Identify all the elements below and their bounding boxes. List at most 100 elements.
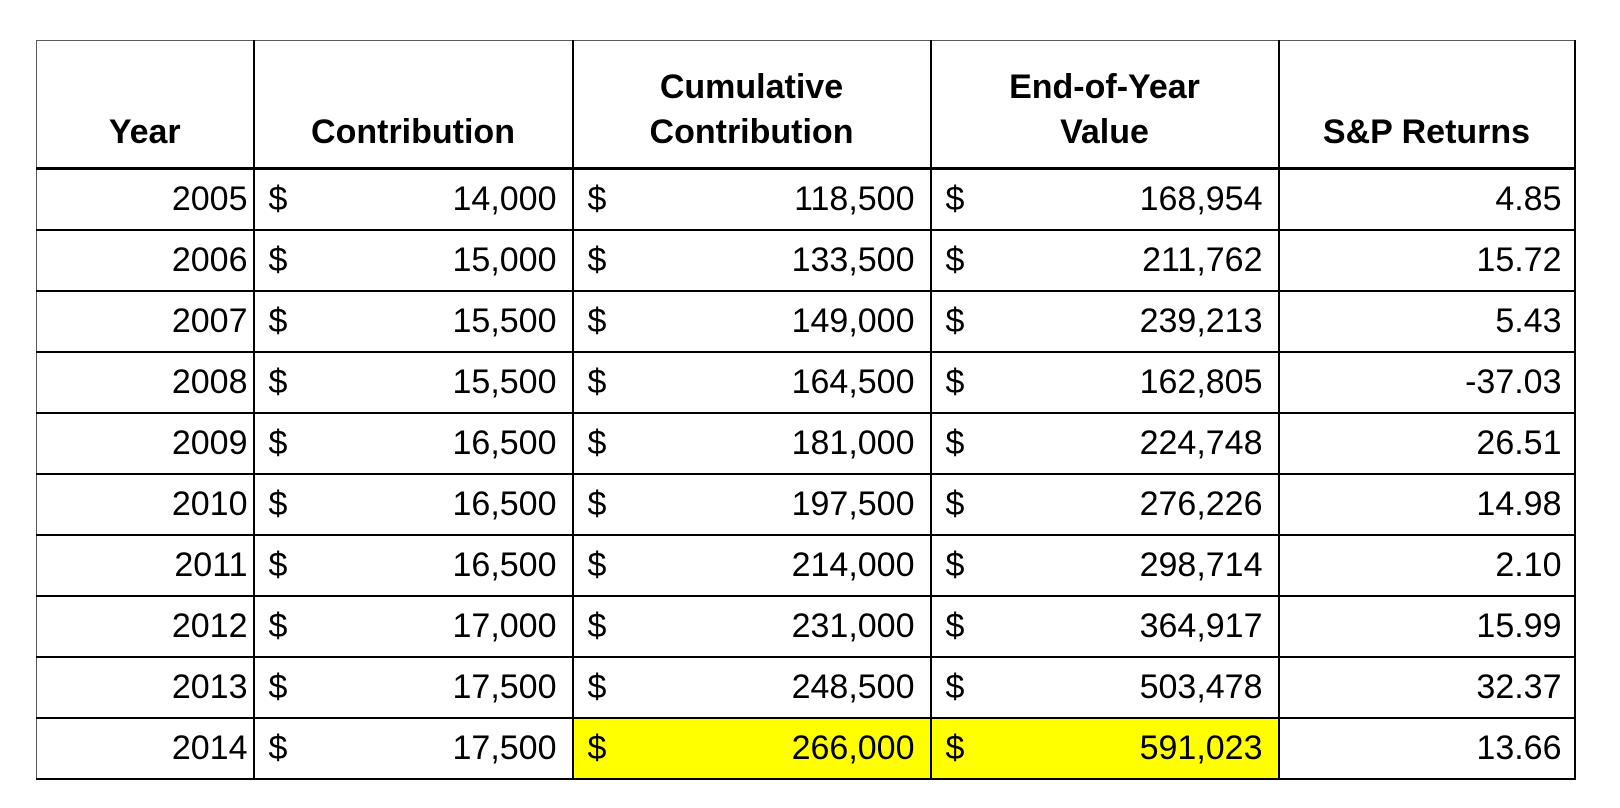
end-of-year-value-amount: 503,478 [1139, 668, 1263, 706]
currency-symbol: $ [268, 546, 288, 584]
year-cell: 2005 [36, 167, 255, 231]
end-of-year-value-cell: $ 168,954 [929, 167, 1280, 231]
currency-symbol: $ [587, 729, 607, 767]
contribution-amount: 15,000 [452, 241, 557, 279]
accounting-cell-layout: $ 239,213 [933, 302, 1277, 341]
currency-symbol: $ [587, 363, 607, 401]
currency-symbol: $ [268, 668, 288, 706]
accounting-cell-layout: $ 298,714 [933, 546, 1277, 585]
sp-returns-cell: 5.43 [1277, 290, 1576, 353]
currency-symbol: $ [587, 180, 607, 218]
currency-symbol: $ [945, 485, 965, 523]
currency-symbol: $ [587, 302, 607, 340]
currency-symbol: $ [587, 607, 607, 645]
contribution-amount: 17,000 [452, 607, 557, 645]
contribution-amount: 14,000 [452, 180, 557, 218]
currency-symbol: $ [268, 424, 288, 462]
currency-symbol: $ [945, 241, 965, 279]
currency-symbol: $ [268, 241, 288, 279]
end-of-year-value-amount: 224,748 [1139, 424, 1263, 462]
currency-symbol: $ [945, 424, 965, 462]
contribution-cell: $ 16,500 [252, 534, 574, 597]
currency-symbol: $ [587, 241, 607, 279]
sp-returns-cell: 15.72 [1277, 229, 1576, 292]
contribution-cell: $ 15,500 [252, 290, 574, 353]
table-row: 2011 $ 16,500 $ 214,000 $ 298,714 2.10 [36, 534, 1576, 597]
accounting-cell-layout: $ 197,500 [575, 485, 929, 524]
accounting-cell-layout: $ 591,023 [933, 729, 1277, 768]
accounting-cell-layout: $ 16,500 [256, 485, 571, 524]
cumulative-contribution-amount: 118,500 [794, 180, 915, 218]
contributions-table-container: Year Contribution Cumulative Contributio… [36, 40, 1576, 780]
contribution-cell: $ 17,000 [252, 595, 574, 658]
end-of-year-value-cell: $ 211,762 [929, 229, 1280, 292]
end-of-year-value-cell: $ 503,478 [929, 656, 1280, 719]
accounting-cell-layout: $ 133,500 [575, 241, 929, 280]
accounting-cell-layout: $ 276,226 [933, 485, 1277, 524]
annual-contributions-table: Year Contribution Cumulative Contributio… [36, 40, 1576, 780]
accounting-cell-layout: $ 214,000 [575, 546, 929, 585]
year-cell: 2007 [36, 290, 255, 353]
cumulative-contribution-cell: $ 133,500 [571, 229, 932, 292]
accounting-cell-layout: $ 364,917 [933, 607, 1277, 646]
accounting-cell-layout: $ 248,500 [575, 668, 929, 707]
accounting-cell-layout: $ 14,000 [256, 180, 571, 219]
table-row: 2014 $ 17,500 $ 266,000 $ 591,023 13.66 [36, 717, 1576, 780]
currency-symbol: $ [587, 485, 607, 523]
year-cell: 2012 [36, 595, 255, 658]
cumulative-contribution-amount: 214,000 [791, 546, 915, 584]
sp-returns-cell: 2.10 [1277, 534, 1576, 597]
contribution-cell: $ 15,000 [252, 229, 574, 292]
accounting-cell-layout: $ 17,500 [256, 729, 571, 768]
cumulative-contribution-amount: 231,000 [791, 607, 915, 645]
currency-symbol: $ [268, 485, 288, 523]
year-cell: 2008 [36, 351, 255, 414]
currency-symbol: $ [587, 668, 607, 706]
end-of-year-value-cell: $ 276,226 [929, 473, 1280, 536]
sp-returns-cell: 13.66 [1277, 717, 1576, 780]
accounting-cell-layout: $ 162,805 [933, 363, 1277, 402]
contribution-amount: 15,500 [452, 363, 557, 401]
column-header-year: Year [36, 40, 255, 170]
year-cell: 2013 [36, 656, 255, 719]
table-row: 2007 $ 15,500 $ 149,000 $ 239,213 5.43 [36, 290, 1576, 353]
accounting-cell-layout: $ 211,762 [933, 241, 1277, 280]
currency-symbol: $ [268, 302, 288, 340]
currency-symbol: $ [268, 729, 288, 767]
table-row: 2008 $ 15,500 $ 164,500 $ 162,805 -37.03 [36, 351, 1576, 414]
cumulative-contribution-amount: 149,000 [791, 302, 915, 340]
year-cell: 2009 [36, 412, 255, 475]
accounting-cell-layout: $ 17,500 [256, 668, 571, 707]
end-of-year-value-amount: 211,762 [1142, 241, 1263, 279]
end-of-year-value-amount: 364,917 [1139, 607, 1263, 645]
currency-symbol: $ [945, 180, 965, 218]
end-of-year-value-cell: $ 298,714 [929, 534, 1280, 597]
year-cell: 2010 [36, 473, 255, 536]
cumulative-contribution-cell: $ 197,500 [571, 473, 932, 536]
column-header-contribution: Contribution [252, 40, 574, 170]
table-row: 2012 $ 17,000 $ 231,000 $ 364,917 15.99 [36, 595, 1576, 658]
cumulative-contribution-cell: $ 231,000 [571, 595, 932, 658]
sp-returns-cell: 26.51 [1277, 412, 1576, 475]
currency-symbol: $ [268, 363, 288, 401]
currency-symbol: $ [587, 546, 607, 584]
column-header-sp-returns: S&P Returns [1277, 40, 1576, 170]
sp-returns-cell: -37.03 [1277, 351, 1576, 414]
table-row: 2006 $ 15,000 $ 133,500 $ 211,762 15.72 [36, 229, 1576, 292]
end-of-year-value-amount: 591,023 [1139, 729, 1263, 767]
accounting-cell-layout: $ 15,500 [256, 302, 571, 341]
end-of-year-value-amount: 298,714 [1139, 546, 1263, 584]
currency-symbol: $ [945, 607, 965, 645]
accounting-cell-layout: $ 224,748 [933, 424, 1277, 463]
sp-returns-cell: 4.85 [1277, 167, 1576, 231]
currency-symbol: $ [268, 180, 288, 218]
accounting-cell-layout: $ 16,500 [256, 424, 571, 463]
contribution-amount: 17,500 [452, 729, 557, 767]
accounting-cell-layout: $ 149,000 [575, 302, 929, 341]
accounting-cell-layout: $ 168,954 [933, 180, 1277, 219]
end-of-year-value-cell: $ 364,917 [929, 595, 1280, 658]
end-of-year-value-cell: $ 162,805 [929, 351, 1280, 414]
accounting-cell-layout: $ 164,500 [575, 363, 929, 402]
cumulative-contribution-amount: 248,500 [791, 668, 915, 706]
cumulative-contribution-amount: 133,500 [791, 241, 915, 279]
